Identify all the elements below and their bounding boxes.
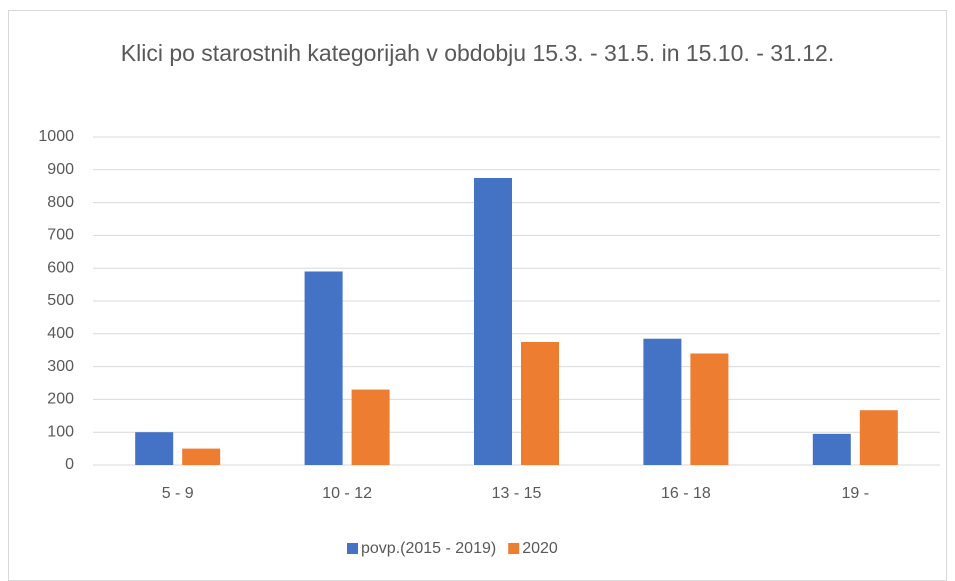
bar xyxy=(474,178,512,465)
bar xyxy=(812,433,851,465)
x-tick-label: 16 - 18 xyxy=(661,485,711,502)
legend-swatch xyxy=(347,543,358,554)
bar xyxy=(135,432,174,465)
bar xyxy=(690,353,729,465)
legend-label: povp.(2015 - 2019) xyxy=(361,540,496,557)
bar xyxy=(859,410,898,465)
x-tick-label: 19 - xyxy=(842,485,870,502)
y-tick-label: 100 xyxy=(47,423,74,440)
x-tick-label: 13 - 15 xyxy=(492,485,542,502)
bar xyxy=(182,448,221,465)
y-tick-label: 800 xyxy=(47,194,74,211)
y-tick-label: 700 xyxy=(47,227,74,244)
bar xyxy=(521,342,559,465)
y-tick-label: 0 xyxy=(65,456,74,473)
legend-swatch xyxy=(508,543,520,554)
x-tick-label: 10 - 12 xyxy=(322,485,372,502)
y-tick-label: 600 xyxy=(47,259,74,276)
legend-label: 2020 xyxy=(522,540,558,557)
y-tick-label: 900 xyxy=(47,161,74,178)
y-tick-label: 200 xyxy=(47,391,74,408)
bar xyxy=(304,271,343,465)
x-tick-label: 5 - 9 xyxy=(162,485,194,502)
bar xyxy=(643,338,682,465)
y-tick-label: 500 xyxy=(47,292,74,309)
bar xyxy=(351,389,390,465)
y-tick-label: 1000 xyxy=(38,128,74,145)
y-tick-label: 300 xyxy=(47,358,74,375)
chart-title: Klici po starostnih kategorijah v obdobj… xyxy=(120,40,835,66)
y-tick-label: 400 xyxy=(47,325,74,342)
